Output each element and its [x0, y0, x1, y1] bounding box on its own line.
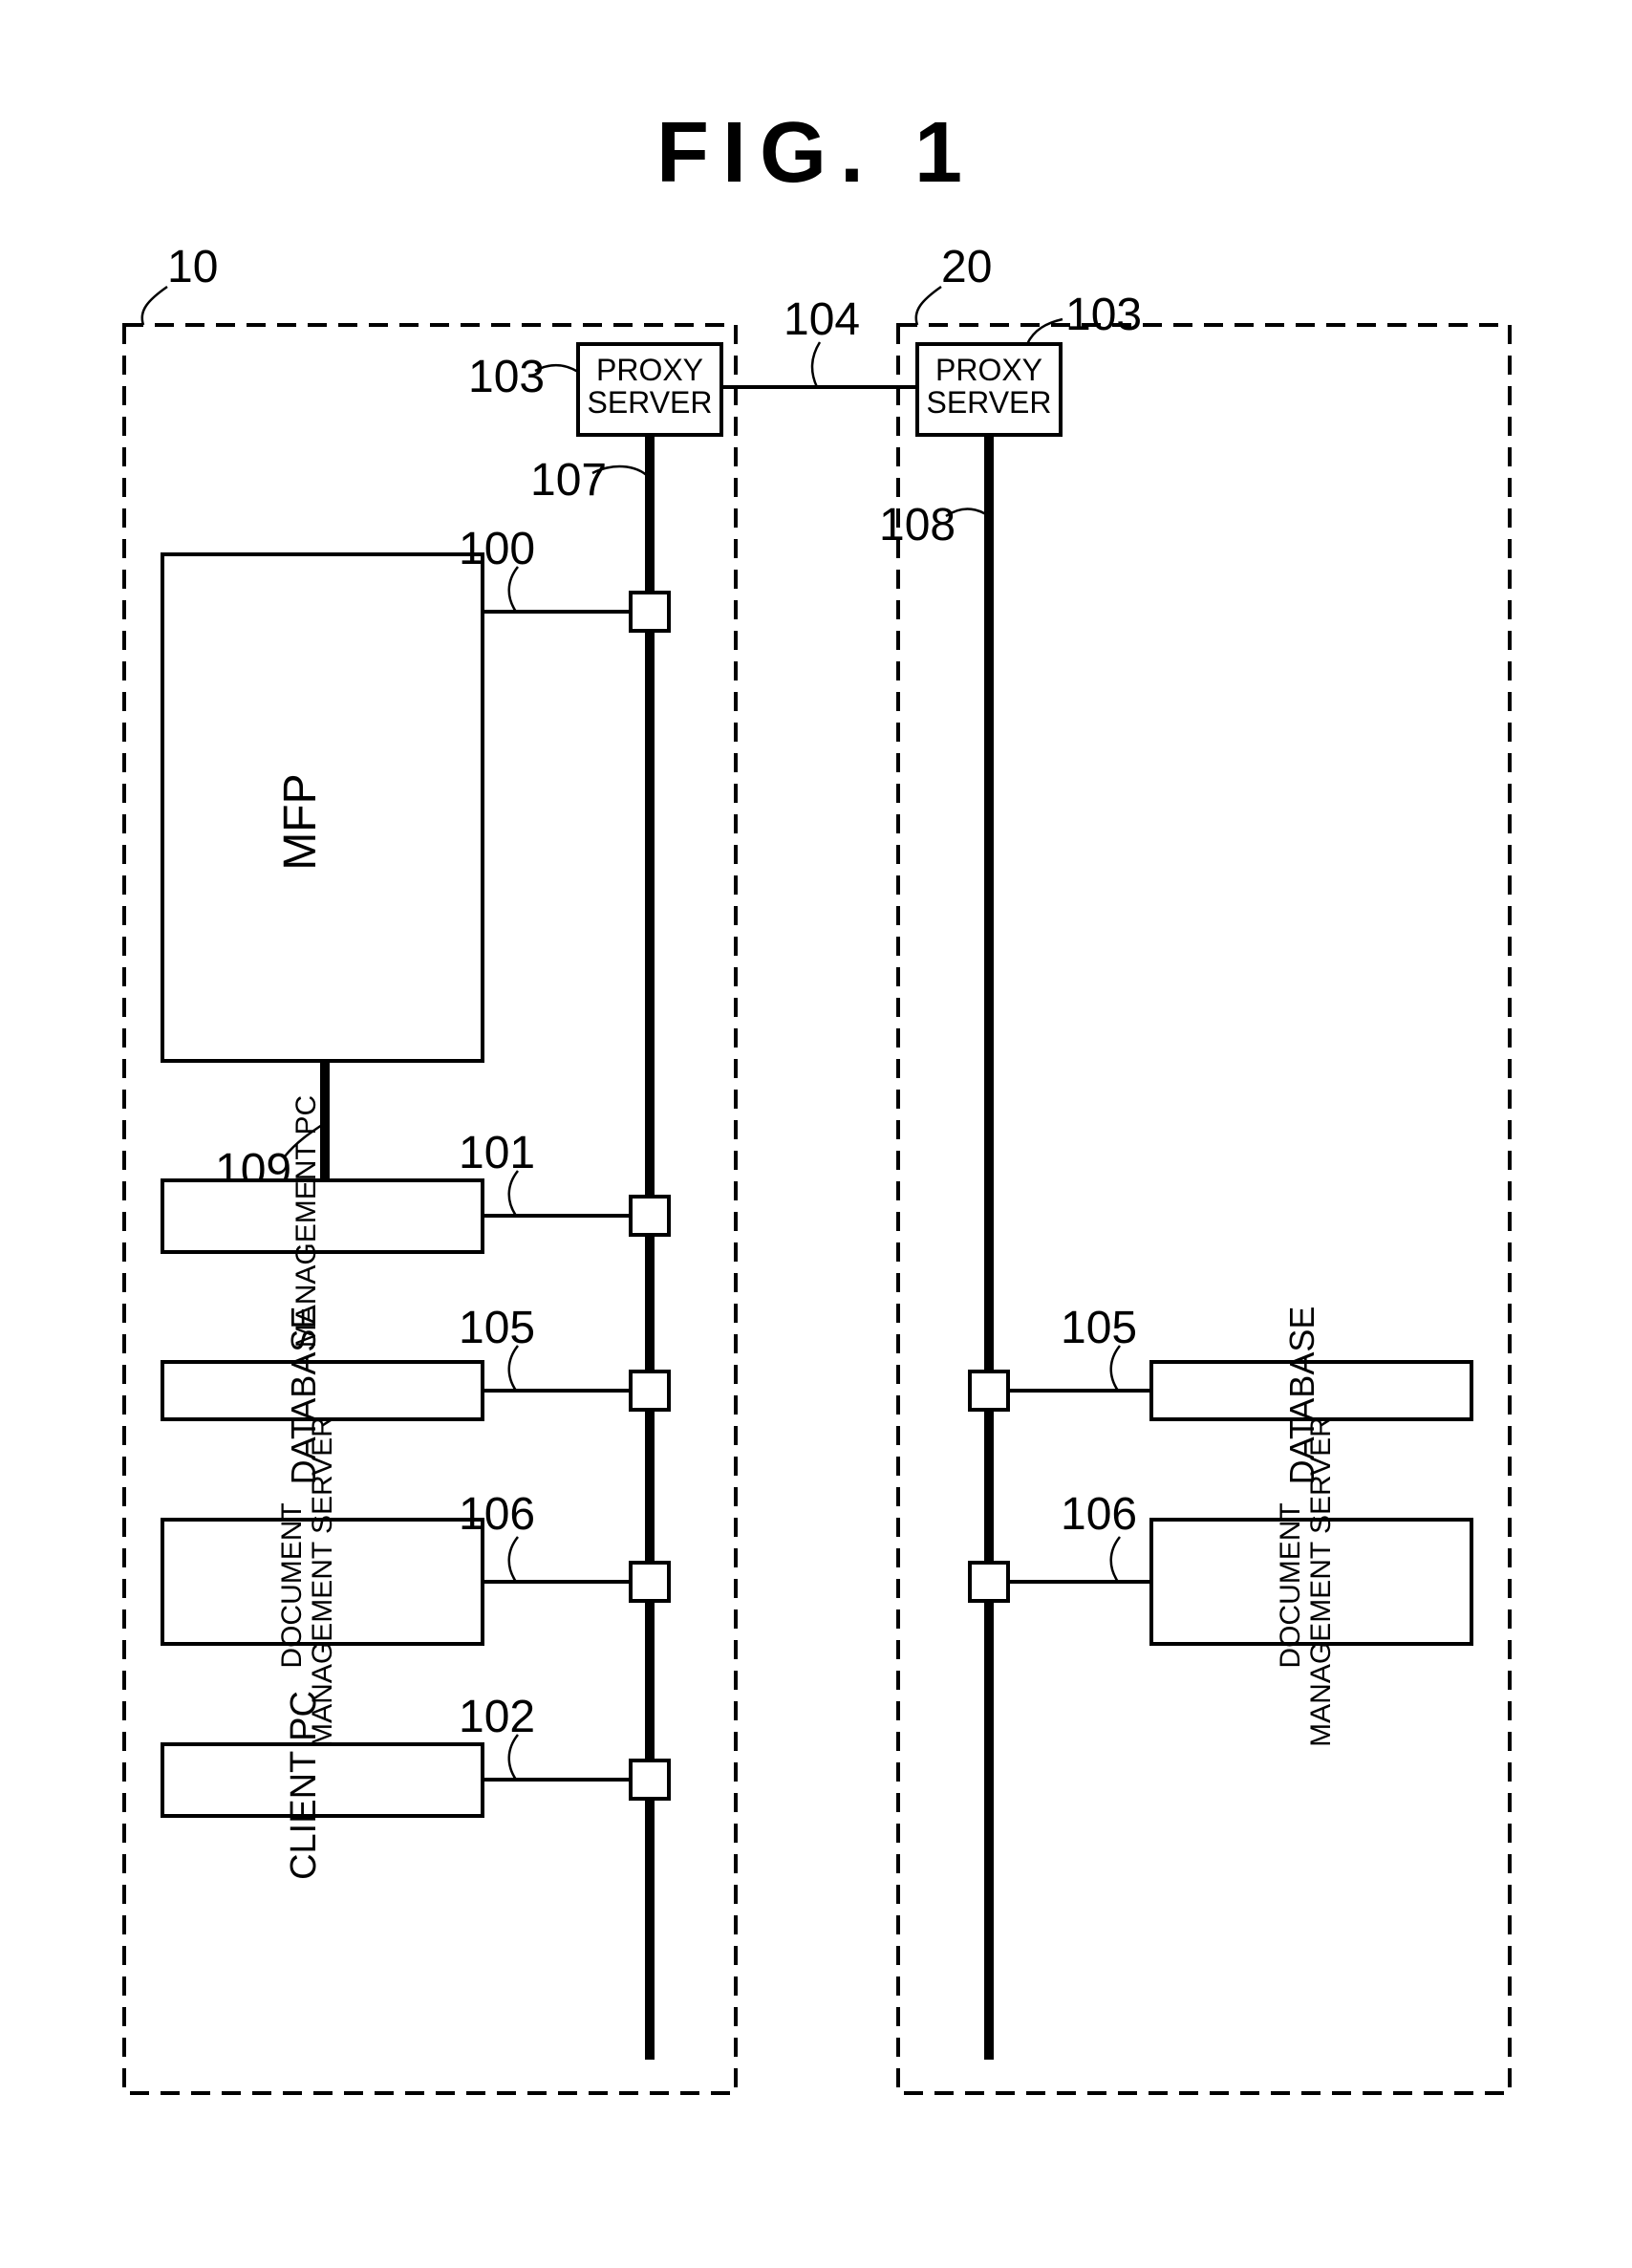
group-left-label: 10 — [167, 242, 218, 292]
docsrv-left-leader — [509, 1537, 518, 1582]
mfp-ref: 100 — [459, 524, 535, 574]
mgmt-pc-box — [162, 1180, 483, 1252]
mgmt-pc-tap — [631, 1197, 669, 1235]
docsrv-left-ref: 106 — [459, 1489, 535, 1540]
db-right-tap — [970, 1372, 1008, 1410]
db-left-ref: 105 — [459, 1303, 535, 1353]
proxy-right-ref: 103 — [1065, 290, 1142, 340]
docsrv-right-leader — [1111, 1537, 1120, 1582]
docsrv-right-tap — [970, 1563, 1008, 1601]
bus-right-label: 108 — [879, 500, 956, 551]
mfp-label: MFP — [275, 773, 326, 870]
group-right-label: 20 — [941, 242, 992, 292]
group-right-leader — [916, 287, 941, 325]
docsrv-right-ref: 106 — [1061, 1489, 1137, 1540]
proxy-right-line2: SERVER — [926, 385, 1051, 420]
bus-left-label: 107 — [530, 455, 607, 506]
mfp-tap — [631, 593, 669, 631]
proxy-left-ref: 103 — [468, 352, 545, 402]
group-left-leader — [142, 287, 167, 325]
proxy-right-line1: PROXY — [935, 353, 1042, 387]
db-right-ref: 105 — [1061, 1303, 1137, 1353]
interconnect-leader — [812, 342, 820, 387]
proxy-left-line2: SERVER — [587, 385, 712, 420]
client-pc-tap — [631, 1760, 669, 1799]
figure-root: FIG. 1 10 107 PROXY SERVER 103 MFP 100 1… — [0, 0, 1632, 2268]
proxy-left-line1: PROXY — [596, 353, 703, 387]
client-pc-ref: 102 — [459, 1692, 535, 1742]
db-left-tap — [631, 1372, 669, 1410]
docsrv-left-tap — [631, 1563, 669, 1601]
interconnect-ref: 104 — [784, 294, 860, 345]
figure-title: FIG. 1 — [656, 105, 976, 201]
mgmt-pc-ref: 101 — [459, 1128, 535, 1178]
client-pc-label: CLIENT PC — [284, 1691, 324, 1880]
proxy-right-leader — [1027, 319, 1063, 344]
